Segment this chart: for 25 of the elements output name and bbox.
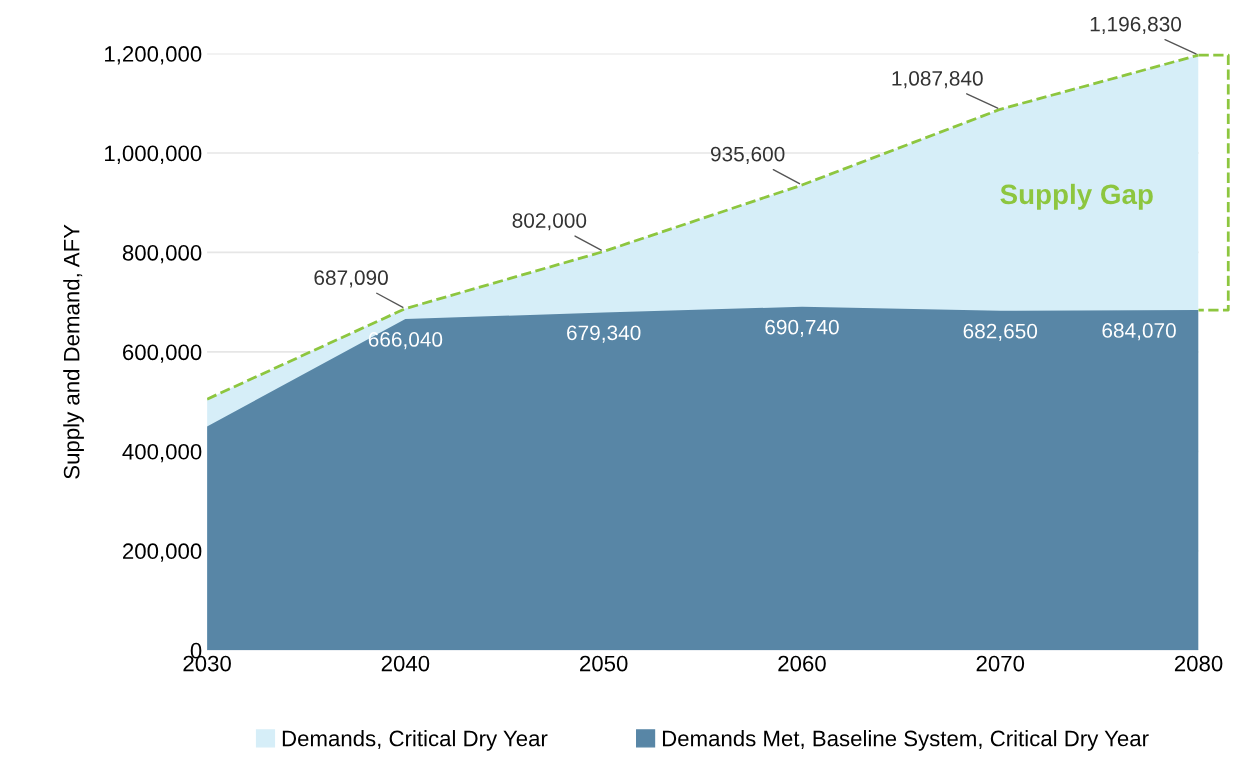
x-tick-label: 2050 [580,655,628,672]
x-tick-label: 2060 [778,655,826,672]
data-label: 935,600 [710,146,785,164]
data-label: 1,196,830 [1090,16,1182,35]
x-tick-label: 2070 [976,655,1025,672]
y-tick-label: 200,000 [123,543,202,562]
y-tick-label: 1,000,000 [105,145,202,164]
data-label: 682,650 [963,323,1038,341]
x-tick-label: 2040 [381,655,430,672]
annotation: Supply Gap [1000,183,1153,210]
y-axis-title: Supply and Demand, AFY [63,224,84,479]
y-tick-label: 600,000 [123,344,202,363]
data-label: 690,740 [765,319,839,337]
data-label: 1,087,840 [892,71,983,89]
x-tick-label: 2080 [1174,655,1223,672]
legend-label: Demands, Critical Dry Year [282,730,548,751]
y-tick-label: 1,200,000 [105,46,202,65]
y-tick-label: 800,000 [122,244,202,264]
data-label: 666,040 [368,332,443,350]
data-label: 679,340 [567,325,641,343]
legend-label: Demands Met, Baseline System, Critical Dry Year [662,730,1149,751]
data-label: 802,000 [512,213,587,231]
data-label: 687,090 [314,270,388,288]
y-tick-label: 400,000 [122,443,202,463]
data-label: 684,070 [1102,323,1176,341]
